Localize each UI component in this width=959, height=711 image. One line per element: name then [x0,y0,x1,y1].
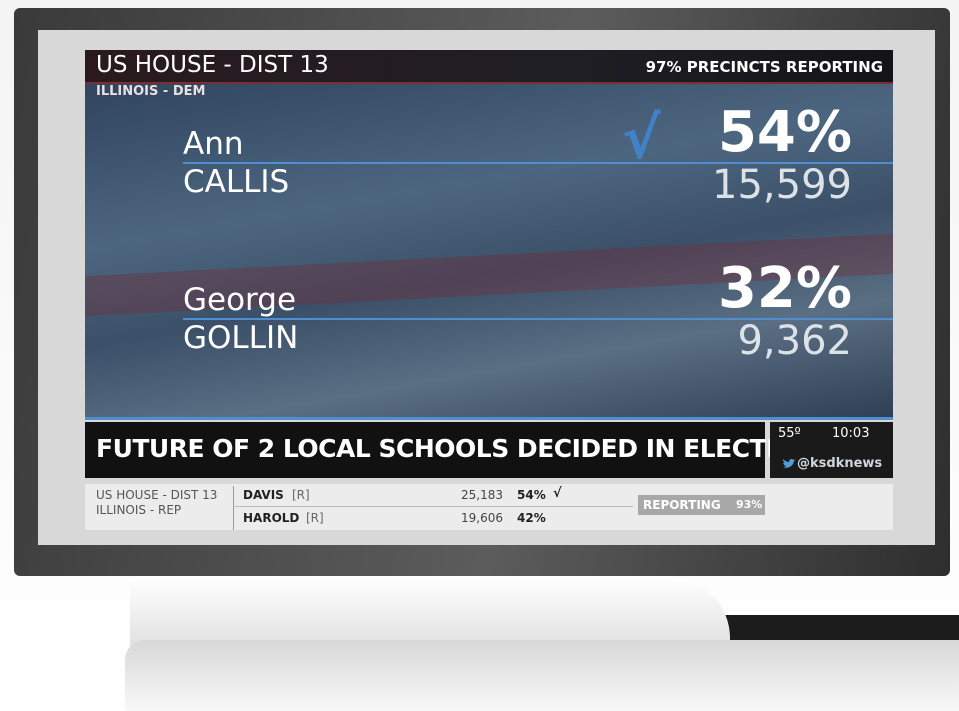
tv-stand [130,578,730,648]
candidate-last: GOLLIN [183,320,298,356]
candidate-votes: 19,606 [461,511,503,525]
reporting-value: 93% [736,498,762,511]
candidate-percent: 32% [718,256,852,321]
candidate-name: HAROLD [243,511,299,525]
race-subtitle: ILLINOIS - REP [96,503,181,517]
candidate-votes: 25,183 [461,488,503,502]
candidate-percent: 54% [517,488,546,502]
twitter-handle: @ksdknews [797,456,882,471]
candidate-first: George [183,282,296,318]
race-subtitle: ILLINOIS - DEM [96,84,205,99]
reporting-label: REPORTING [643,498,721,512]
twitter-icon [782,458,796,470]
winner-check: √ [622,104,661,172]
divider [85,417,893,420]
candidate-percent: 42% [517,511,546,525]
time: 10:03 [832,426,869,441]
divider [233,486,234,530]
candidate-last: CALLIS [183,164,289,200]
candidate-party: [R] [292,488,310,502]
winner-check: √ [553,486,562,501]
candidate-name: DAVIS [243,488,284,502]
race-title: US HOUSE - DIST 13 [96,52,329,78]
headline: FUTURE OF 2 LOCAL SCHOOLS DECIDED IN ELE… [96,434,816,463]
candidate-first: Ann [183,126,244,162]
candidate-party: [R] [306,511,324,525]
divider [233,506,633,507]
page: US HOUSE - DIST 13 97% PRECINCTS REPORTI… [0,0,959,711]
candidate-votes: 15,599 [712,162,852,208]
tv-stand-base [125,640,959,711]
precincts-reporting: 97% PRECINCTS REPORTING [646,58,883,76]
candidate-percent: 54% [718,100,852,165]
candidate-votes: 9,362 [737,318,852,364]
race-title: US HOUSE - DIST 13 [96,488,217,502]
temperature: 55º [778,426,801,441]
